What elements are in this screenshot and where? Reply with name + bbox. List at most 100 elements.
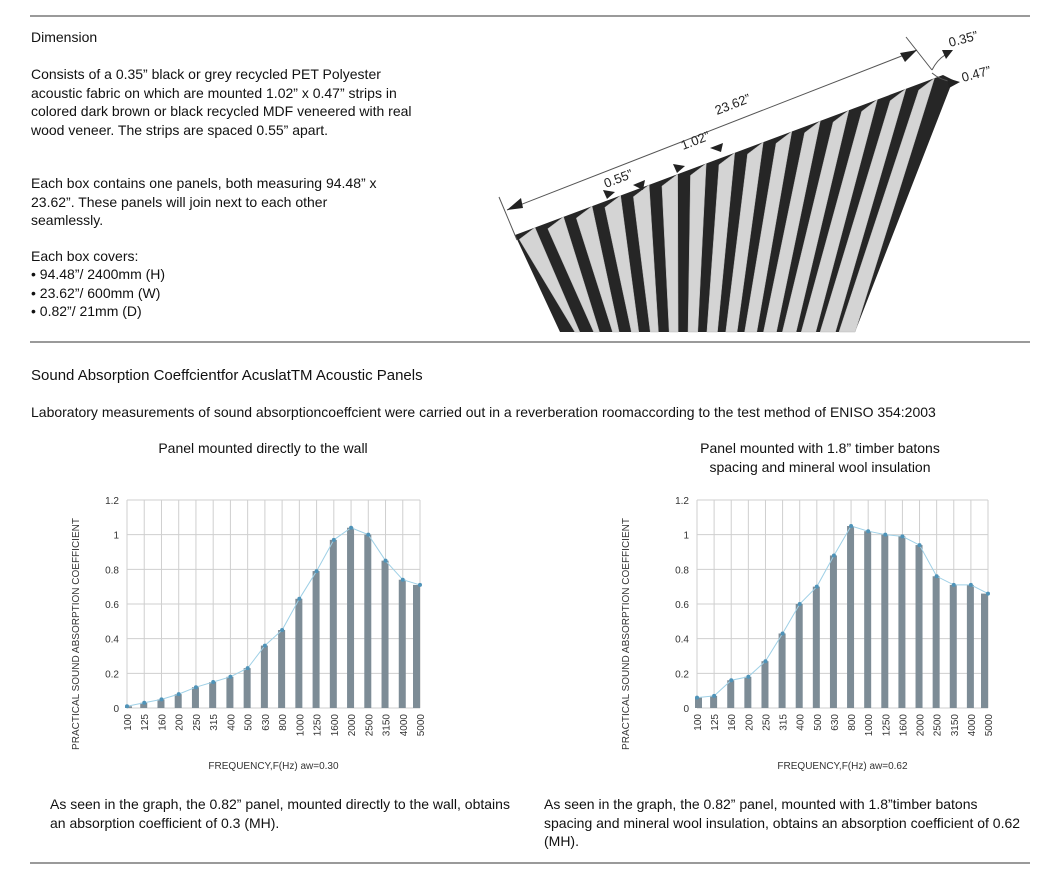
- bar: [413, 584, 420, 708]
- y-tick-label: 1.2: [675, 496, 689, 507]
- y-tick-label: 1: [683, 531, 689, 542]
- x-tick-label: 315: [209, 714, 220, 731]
- data-point: [280, 628, 285, 632]
- data-point: [814, 584, 819, 589]
- arrow-icon: [942, 50, 953, 59]
- data-point: [917, 543, 922, 548]
- panel-strip: [547, 216, 600, 333]
- y-tick-label: 0.4: [105, 635, 119, 646]
- data-point: [383, 558, 388, 563]
- data-point: [331, 537, 336, 542]
- data-point: [176, 692, 181, 697]
- x-tick-label: 800: [847, 714, 858, 731]
- panel-strip: [819, 88, 907, 333]
- box-contents-description: Each box contains one panels, both measu…: [31, 175, 377, 228]
- y-tick-label: 0.2: [675, 669, 689, 680]
- bar: [209, 682, 217, 708]
- bar: [347, 527, 355, 708]
- data-point: [125, 704, 129, 709]
- bar: [981, 593, 988, 708]
- bar: [312, 571, 320, 708]
- data-point: [193, 685, 198, 690]
- bar: [727, 680, 735, 708]
- x-tick-label: 400: [796, 714, 807, 731]
- y-tick-label: 0.6: [675, 600, 689, 611]
- fabric-thickness-label: 0.35”: [947, 28, 980, 50]
- divider-middle: [30, 341, 1030, 343]
- data-point: [211, 680, 216, 684]
- x-tick-label: 4000: [967, 714, 978, 737]
- x-tick-label: 200: [175, 714, 186, 731]
- bar: [949, 584, 957, 708]
- data-point: [849, 524, 854, 528]
- x-tick-label: 630: [830, 714, 841, 731]
- panel-strip: [763, 120, 821, 333]
- x-tick-label: 250: [761, 714, 772, 731]
- arrow-icon: [603, 190, 615, 199]
- data-point: [934, 574, 939, 579]
- data-point: [968, 582, 973, 587]
- data-point: [900, 534, 905, 539]
- data-point: [695, 695, 699, 700]
- x-tick-label: 5000: [984, 714, 995, 737]
- bar: [744, 676, 752, 708]
- bar: [864, 531, 872, 708]
- panel-strip: [725, 141, 764, 333]
- x-tick-label: 100: [123, 714, 134, 731]
- bar: [812, 586, 820, 708]
- panel-dimension-diagram: 23.62” 1.02” 0.55” 0.35” 0.47”: [498, 28, 992, 333]
- bar: [898, 536, 906, 708]
- panel-strip: [604, 195, 640, 333]
- y-axis-label: PRACTICAL SOUND ABSORPTION COEFFICIENT: [621, 518, 632, 750]
- x-axis-label: FREQUENCY,F(Hz) aw=0.62: [777, 761, 908, 772]
- bar: [710, 695, 718, 708]
- bar: [778, 633, 786, 708]
- x-tick-label: 125: [710, 714, 721, 731]
- arrow-icon: [900, 50, 917, 62]
- panel-strip: [633, 184, 659, 333]
- bar: [932, 576, 940, 708]
- chart-right-title: Panel mounted with 1.8” timber batons sp…: [700, 440, 940, 475]
- bar: [695, 697, 702, 708]
- dimension-description: Consists of a 0.35” black or grey recycl…: [31, 66, 412, 138]
- data-point: [245, 666, 250, 671]
- gap-label: 0.55”: [602, 166, 635, 191]
- x-tick-label: 160: [727, 714, 738, 731]
- data-point: [418, 582, 422, 587]
- trend-line: [696, 525, 989, 699]
- chart-left-title: Panel mounted directly to the wall: [158, 440, 368, 456]
- bar: [795, 604, 803, 708]
- bar: [226, 676, 234, 708]
- cover-depth: • 0.82”/ 21mm (D): [31, 303, 142, 319]
- data-point: [314, 569, 319, 574]
- data-point: [951, 582, 956, 587]
- bar: [191, 687, 199, 708]
- x-tick-label: 250: [192, 714, 203, 731]
- x-tick-label: 3150: [382, 714, 393, 737]
- arrow-icon: [507, 198, 523, 210]
- absorption-title: Sound Absorption Coeffcientfor AcuslatTM…: [31, 367, 423, 384]
- cover-width: • 23.62”/ 600mm (W): [31, 285, 161, 301]
- chart-right: 0 0.2 0.4 0.6 0.8 1 1.2 100 125 160 200 250 315 400 50…: [621, 496, 995, 772]
- panel-strip: [687, 163, 707, 333]
- x-tick-label: 200: [744, 714, 755, 731]
- panel-strip: [744, 130, 793, 333]
- x-tick-label: 800: [278, 714, 289, 731]
- arrow-icon: [947, 78, 960, 88]
- bar: [881, 534, 889, 708]
- x-tick-label: 1600: [330, 714, 341, 737]
- y-tick-label: 1.2: [105, 496, 119, 507]
- x-tick-label: 1600: [898, 714, 909, 737]
- x-tick-label: 100: [693, 714, 704, 731]
- bar: [829, 555, 837, 708]
- x-tick-label: 630: [261, 714, 272, 731]
- data-point: [228, 674, 233, 679]
- x-tick-label: 1000: [864, 714, 875, 737]
- bar: [260, 645, 268, 708]
- bar: [329, 539, 337, 708]
- x-tick-label: 4000: [399, 714, 410, 737]
- data-point: [780, 631, 785, 636]
- data-point: [142, 700, 147, 705]
- cover-height: • 94.48”/ 2400mm (H): [31, 266, 166, 282]
